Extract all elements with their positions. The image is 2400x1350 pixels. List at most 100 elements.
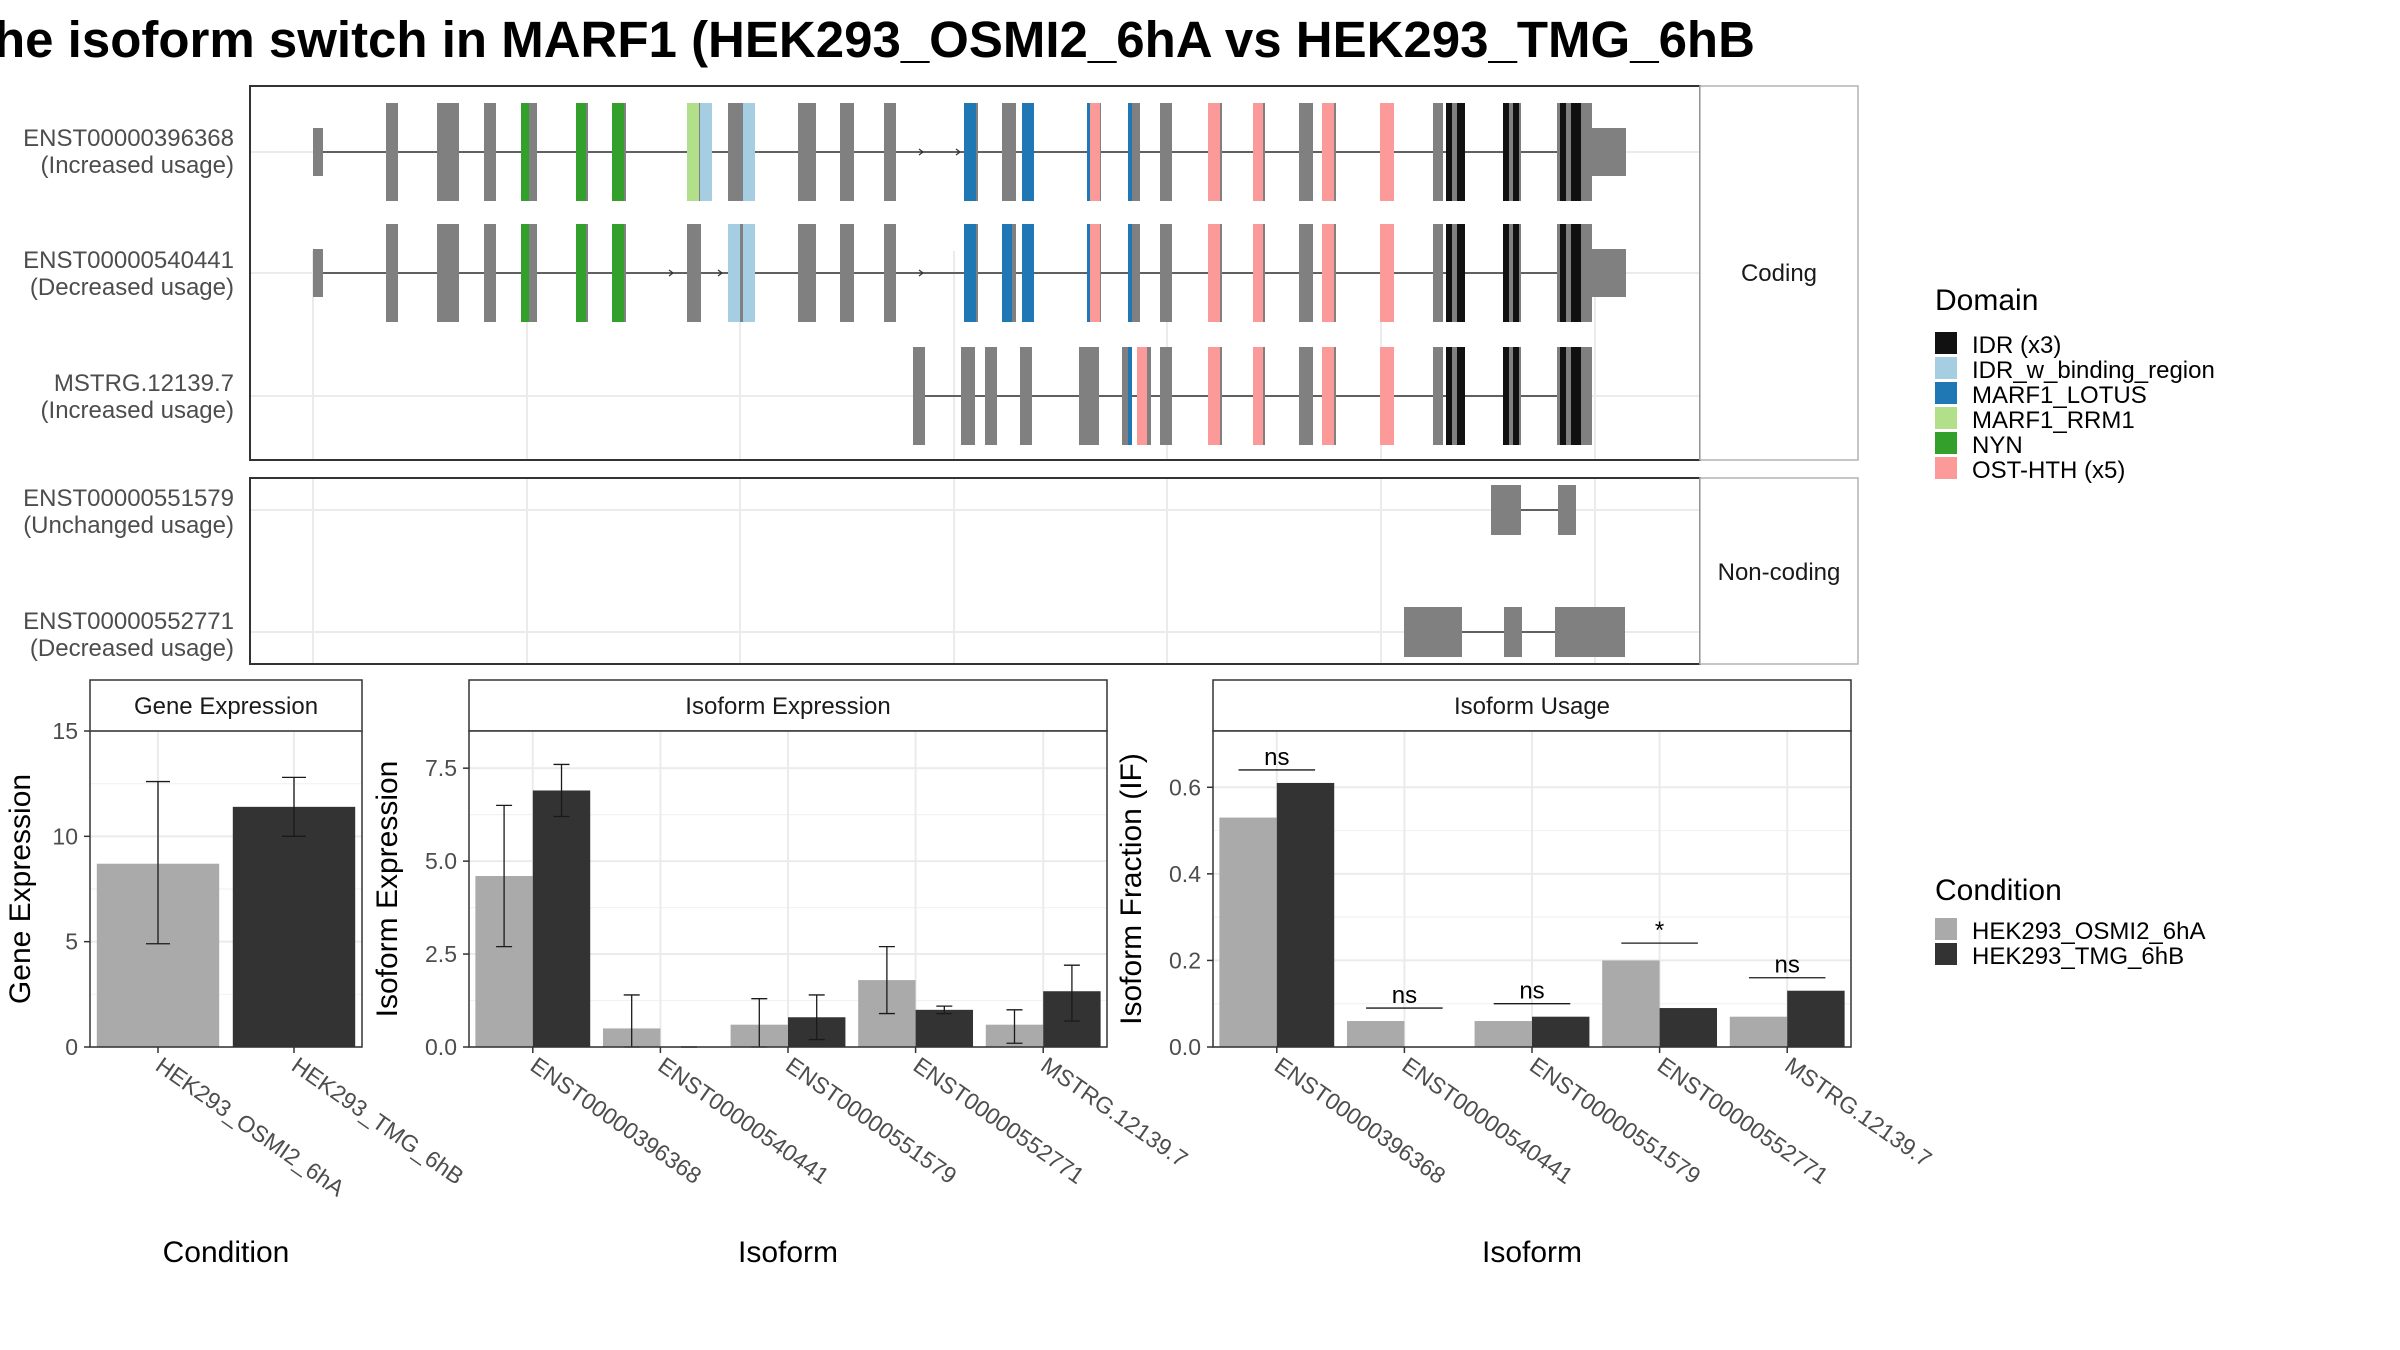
domain-region xyxy=(1253,103,1263,201)
domain-region xyxy=(1560,103,1566,201)
domain-region xyxy=(576,103,586,201)
exon xyxy=(884,103,896,201)
strand-arrow xyxy=(717,269,723,277)
exon xyxy=(985,347,997,445)
domain-region xyxy=(612,103,624,201)
domain-legend-title: Domain xyxy=(1935,284,2038,317)
domain-region xyxy=(1513,224,1519,322)
significance-label: ns xyxy=(1264,744,1289,771)
exon xyxy=(1433,347,1443,445)
exon xyxy=(1160,347,1172,445)
domain-region xyxy=(1128,347,1132,445)
domain-legend-swatch xyxy=(1935,382,1957,404)
domain-region xyxy=(1380,224,1394,322)
domain-region xyxy=(576,224,586,322)
isoform-label-id: ENST00000552771 xyxy=(23,608,234,635)
exon xyxy=(1404,607,1462,657)
plot-border xyxy=(89,730,363,1048)
exon xyxy=(1433,103,1443,201)
exon xyxy=(1002,103,1016,201)
x-axis-title: Condition xyxy=(163,1236,290,1269)
domain-region xyxy=(743,224,755,322)
noncoding-strip-label: Non-coding xyxy=(1718,559,1841,586)
exon xyxy=(798,103,816,201)
domain-legend-label: OST-HTH (x5) xyxy=(1972,457,2125,484)
figure-title: he isoform switch in MARF1 (HEK293_OSMI2… xyxy=(0,11,1755,68)
exon xyxy=(1122,347,1132,445)
domain-region xyxy=(1380,347,1394,445)
y-tick-label: 10 xyxy=(52,823,78,849)
domain-region xyxy=(700,103,712,201)
bar xyxy=(1474,1021,1532,1047)
exon xyxy=(913,347,925,445)
y-axis-title: Gene Expression xyxy=(4,774,37,1004)
domain-region xyxy=(1128,103,1132,201)
domain-region xyxy=(1503,347,1509,445)
domain-region xyxy=(964,103,976,201)
exon xyxy=(1160,103,1172,201)
domain-legend-label: IDR_w_binding_region xyxy=(1972,357,2215,384)
domain-region xyxy=(1560,224,1566,322)
isoform-label-usage: (Increased usage) xyxy=(41,152,234,179)
condition-legend-swatch xyxy=(1935,943,1957,965)
domain-region xyxy=(1380,103,1394,201)
domain-region xyxy=(1128,224,1132,322)
exon xyxy=(1558,485,1576,535)
isoform-label-id: ENST00000396368 xyxy=(23,125,234,152)
isoform-expression-panel: Isoform Expression0.02.55.07.5ENST000003… xyxy=(371,679,1193,1269)
exon xyxy=(884,224,896,322)
domain-region xyxy=(1322,347,1334,445)
exon xyxy=(484,224,496,322)
isoform-label-usage: (Decreased usage) xyxy=(30,635,234,662)
condition-legend-swatch xyxy=(1935,918,1957,940)
domain-region xyxy=(521,224,529,322)
domain-region xyxy=(687,103,699,201)
exon xyxy=(1079,347,1099,445)
bar xyxy=(1219,817,1277,1047)
exon xyxy=(1580,103,1592,201)
exon xyxy=(728,103,744,201)
y-tick-label: 7.5 xyxy=(425,755,457,781)
exon xyxy=(386,224,398,322)
domain-region xyxy=(1002,224,1012,322)
isoform-label-usage: (Decreased usage) xyxy=(30,274,234,301)
y-tick-label: 0.2 xyxy=(1169,947,1201,973)
y-tick-label: 0.4 xyxy=(1169,861,1201,887)
exon xyxy=(1299,347,1313,445)
utr-exon xyxy=(313,249,323,297)
domain-region xyxy=(1022,224,1034,322)
facet-title: Gene Expression xyxy=(134,693,318,720)
exon xyxy=(1433,224,1443,322)
domain-region xyxy=(1571,103,1581,201)
x-axis-title: Isoform xyxy=(1482,1236,1582,1269)
domain-region xyxy=(1090,224,1100,322)
isoform-label-usage: (Unchanged usage) xyxy=(23,512,234,539)
domain-region xyxy=(964,224,976,322)
domain-region xyxy=(1090,103,1100,201)
bar xyxy=(1532,1016,1590,1047)
exon xyxy=(840,103,854,201)
transcript-structures xyxy=(313,103,1626,657)
exon xyxy=(1299,103,1313,201)
significance-label: ns xyxy=(1519,978,1544,1005)
domain-legend: Domain IDR (x3) IDR_w_binding_region MAR… xyxy=(1935,284,2215,484)
isoform-label-usage: (Increased usage) xyxy=(41,397,234,424)
exon xyxy=(1580,224,1592,322)
exon xyxy=(437,224,459,322)
domain-region xyxy=(1137,347,1147,445)
bar xyxy=(232,806,356,1047)
coding-strip xyxy=(1699,85,1859,461)
y-tick-label: 0.0 xyxy=(425,1034,457,1060)
facet-title: Isoform Expression xyxy=(685,693,890,720)
exon xyxy=(437,103,459,201)
domain-region xyxy=(1322,103,1334,201)
domain-region xyxy=(1513,347,1519,445)
bar xyxy=(915,1009,974,1047)
domain-region xyxy=(1513,103,1519,201)
domain-region xyxy=(1503,224,1509,322)
isoform-label-id: MSTRG.12139.7 xyxy=(54,370,234,397)
exon xyxy=(961,347,975,445)
domain-region xyxy=(1446,103,1452,201)
isoform-label-id: ENST00000551579 xyxy=(23,485,234,512)
